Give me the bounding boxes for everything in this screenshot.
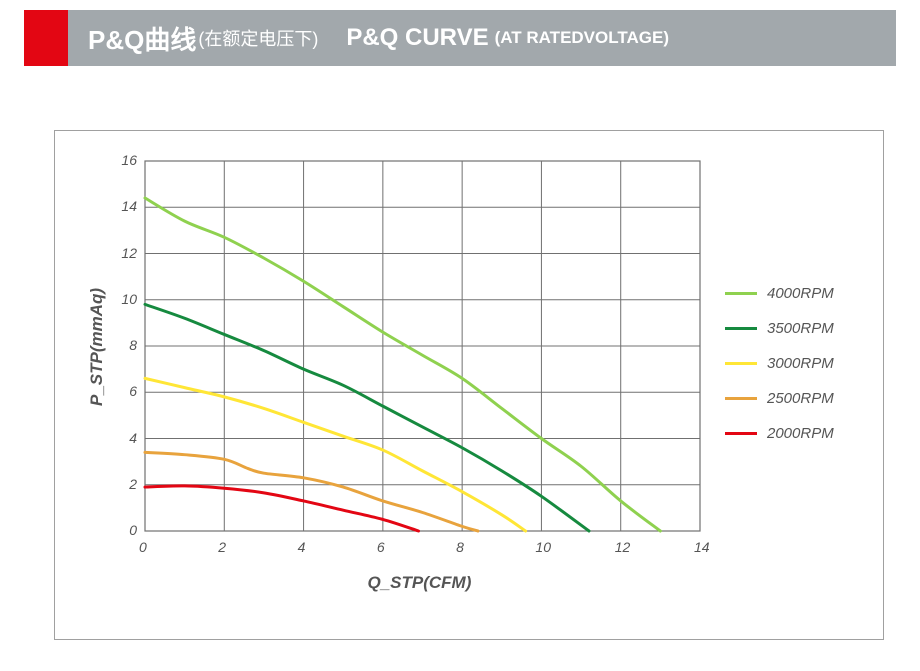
legend-swatch (725, 327, 757, 330)
legend-swatch (725, 362, 757, 365)
y-axis-label: P_STP(mmAq) (87, 288, 107, 406)
title-cn-sub: (在额定电压下) (198, 25, 318, 51)
legend-item: 3500RPM (725, 320, 865, 337)
legend-item: 2500RPM (725, 390, 865, 407)
x-tick-label: 0 (139, 539, 147, 555)
y-tick-label: 4 (129, 430, 137, 446)
legend-swatch (725, 397, 757, 400)
legend-item: 2000RPM (725, 425, 865, 442)
legend-item: 3000RPM (725, 355, 865, 372)
y-tick-label: 2 (129, 476, 137, 492)
title-cn-main: P&Q曲线 (88, 20, 196, 57)
x-tick-label: 14 (694, 539, 710, 555)
chart-container: P_STP(mmAq) Q_STP(CFM) 4000RPM 3500RPM 300… (54, 130, 884, 640)
legend-item: 4000RPM (725, 285, 865, 302)
legend-label: 2500RPM (767, 390, 834, 407)
x-axis-label: Q_STP(CFM) (368, 573, 472, 593)
legend-label: 3000RPM (767, 355, 834, 372)
legend: 4000RPM 3500RPM 3000RPM 2500RPM 2000RPM (725, 285, 865, 460)
x-tick-label: 4 (298, 539, 306, 555)
x-tick-label: 6 (377, 539, 385, 555)
x-tick-label: 2 (218, 539, 226, 555)
legend-label: 2000RPM (767, 425, 834, 442)
title-bar: P&Q曲线 (在额定电压下) P&Q CURVE (AT RATEDVOLTAG… (24, 10, 896, 66)
y-tick-label: 10 (121, 291, 137, 307)
y-tick-label: 0 (129, 522, 137, 538)
title-en-sub: (AT RATEDVOLTAGE) (495, 28, 669, 48)
title-grey-bar: P&Q曲线 (在额定电压下) P&Q CURVE (AT RATEDVOLTAG… (68, 10, 896, 66)
y-tick-label: 14 (121, 198, 137, 214)
legend-label: 3500RPM (767, 320, 834, 337)
y-tick-label: 6 (129, 383, 137, 399)
title-red-block (24, 10, 68, 66)
x-tick-label: 12 (615, 539, 631, 555)
y-tick-label: 12 (121, 245, 137, 261)
x-tick-label: 8 (456, 539, 464, 555)
legend-swatch (725, 292, 757, 295)
y-tick-label: 8 (129, 337, 137, 353)
x-tick-label: 10 (535, 539, 551, 555)
y-tick-label: 16 (121, 152, 137, 168)
legend-label: 4000RPM (767, 285, 834, 302)
legend-swatch (725, 432, 757, 435)
page-root: P&Q曲线 (在额定电压下) P&Q CURVE (AT RATEDVOLTAG… (0, 0, 920, 671)
title-en-main: P&Q CURVE (346, 24, 488, 52)
